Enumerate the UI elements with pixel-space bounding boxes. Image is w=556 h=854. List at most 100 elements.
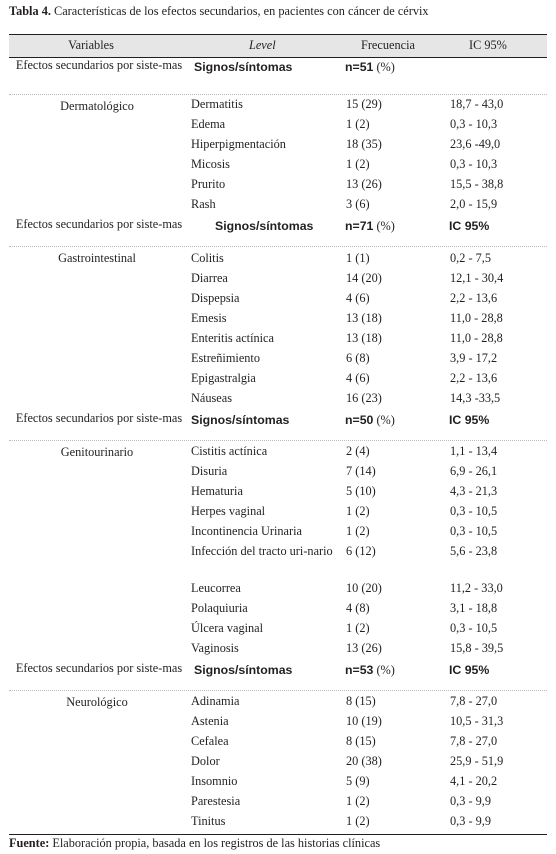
n-count: n=53 (%) xyxy=(345,663,395,678)
cell-frequency: 10 (19) xyxy=(346,714,382,728)
table-row: Enteritis actínica 13 (18) 11,0 - 28,8 xyxy=(9,331,547,351)
cell-symptom: Parestesia xyxy=(191,794,241,808)
section-body: Genitourinario Cistitis actínica 2 (4) 1,1 … xyxy=(9,440,547,661)
cell-ci: 0,3 - 10,3 xyxy=(450,157,498,171)
table-row: Estreñimiento 6 (8) 3,9 - 17,2 xyxy=(9,351,547,371)
cell-ci: 0,3 - 9,9 xyxy=(450,814,491,828)
cell-symptom: Estreñimiento xyxy=(191,351,260,365)
system-label: Genitourinario xyxy=(60,445,134,459)
cell-ci: 0,3 - 10,5 xyxy=(450,504,498,518)
cell-ci: 10,5 - 31,3 xyxy=(450,714,504,728)
system-label: Gastrointestinal xyxy=(58,251,136,265)
cell-ci: 14,3 -33,5 xyxy=(450,391,501,405)
cell-ci: 23,6 -49,0 xyxy=(450,137,501,151)
cell-symptom: Edema xyxy=(191,117,226,131)
section-label: Efectos secundarios por siste-mas xyxy=(15,411,183,425)
table-footer: Fuente: Elaboración propia, basada en lo… xyxy=(9,836,380,851)
ic-header: IC 95% xyxy=(449,413,490,427)
section-3: Efectos secundarios por siste-mas Signos/… xyxy=(9,661,547,834)
table-row: Hiperpigmentación 18 (35) 23,6 -49,0 xyxy=(9,137,547,157)
cell-frequency: 7 (14) xyxy=(346,464,376,478)
cell-frequency: 3 (6) xyxy=(346,197,370,211)
cell-ci: 7,8 - 27,0 xyxy=(450,734,498,748)
header-ic: IC 95% xyxy=(469,38,507,52)
table-row: Leucorrea 10 (20) 11,2 - 33,0 xyxy=(9,581,547,601)
caption-text: Características de los efectos secundari… xyxy=(50,4,429,18)
table-row: Diarrea 14 (20) 12,1 - 30,4 xyxy=(9,271,547,291)
cell-ci: 1,1 - 13,4 xyxy=(450,444,498,458)
section-body: Gastrointestinal Colitis 1 (1) 0,2 - 7,5 Dia… xyxy=(9,246,547,411)
cell-symptom: Rash xyxy=(191,197,216,211)
cell-frequency: 4 (8) xyxy=(346,601,370,615)
cell-symptom: Polaquiuria xyxy=(191,601,248,615)
system-label: Neurológico xyxy=(66,695,128,709)
cell-ci: 0,3 - 9,9 xyxy=(450,794,491,808)
cell-symptom: Incontinencia Urinaria xyxy=(191,524,302,538)
table-row: Emesis 13 (18) 11,0 - 28,8 xyxy=(9,311,547,331)
cell-symptom: Cistitis actínica xyxy=(191,444,268,458)
cell-frequency: 1 (2) xyxy=(346,157,370,171)
signos-label: Signos/síntomas xyxy=(191,413,290,427)
cell-frequency: 13 (18) xyxy=(346,311,382,325)
cell-ci: 15,5 - 38,8 xyxy=(450,177,504,191)
cell-frequency: 1 (2) xyxy=(346,504,370,518)
cell-frequency: 4 (6) xyxy=(346,371,370,385)
n-value: n=51 xyxy=(345,60,374,74)
section-header: Efectos secundarios por siste-mas Signos/… xyxy=(9,217,547,246)
cell-symptom: Cefalea xyxy=(191,734,229,748)
table-row: Hematuria 5 (10) 4,3 - 21,3 xyxy=(9,484,547,504)
n-count: n=50 (%) xyxy=(345,413,395,428)
cell-symptom: Infección del tracto uri-nario xyxy=(191,544,333,558)
table-row: Epigastralgia 4 (6) 2,2 - 13,6 xyxy=(9,371,547,391)
cell-frequency: 13 (26) xyxy=(346,177,382,191)
cell-symptom: Dispepsia xyxy=(191,291,240,305)
footer-text: Elaboración propia, basada en los regist… xyxy=(49,836,381,850)
system-label: Dermatológico xyxy=(60,99,134,113)
cell-ci: 3,9 - 17,2 xyxy=(450,351,498,365)
section-label: Efectos secundarios por siste-mas xyxy=(15,217,183,231)
table-row: Náuseas 16 (23) 14,3 -33,5 xyxy=(9,391,547,411)
n-pct: (%) xyxy=(373,413,395,427)
cell-symptom: Hematuria xyxy=(191,484,243,498)
cell-frequency: 18 (35) xyxy=(346,137,382,151)
section-label: Efectos secundarios por siste-mas xyxy=(15,58,183,72)
table-row: Dermatitis 15 (29) 18,7 - 43,0 xyxy=(9,97,547,117)
cell-symptom: Tinitus xyxy=(191,814,226,828)
cell-frequency: 15 (29) xyxy=(346,97,382,111)
cell-symptom: Hiperpigmentación xyxy=(191,137,286,151)
table-row: Micosis 1 (2) 0,3 - 10,3 xyxy=(9,157,547,177)
n-value: n=71 xyxy=(345,219,374,233)
table-row: Colitis 1 (1) 0,2 - 7,5 xyxy=(9,251,547,271)
section-body: Dermatológico Dermatitis 15 (29) 18,7 - 43,… xyxy=(9,94,547,217)
cell-frequency: 5 (9) xyxy=(346,774,370,788)
cell-ci: 4,3 - 21,3 xyxy=(450,484,498,498)
n-count: n=71 (%) xyxy=(345,219,395,234)
table-row: Dispepsia 4 (6) 2,2 - 13,6 xyxy=(9,291,547,311)
cell-ci: 15,8 - 39,5 xyxy=(450,641,504,655)
header-variables: Variables xyxy=(68,38,114,52)
section-0: Efectos secundarios por siste-mas Signos/… xyxy=(9,58,547,217)
cell-frequency: 13 (18) xyxy=(346,331,382,345)
table-row: Incontinencia Urinaria 1 (2) 0,3 - 10,5 xyxy=(9,524,547,544)
cell-symptom: Adinamia xyxy=(191,694,240,708)
cell-ci: 25,9 - 51,9 xyxy=(450,754,504,768)
section-header: Efectos secundarios por siste-mas Signos/… xyxy=(9,58,547,94)
table-row: Tinitus 1 (2) 0,3 - 9,9 xyxy=(9,814,547,834)
table-body: Efectos secundarios por siste-mas Signos/… xyxy=(9,58,547,835)
n-count: n=51 (%) xyxy=(345,60,395,75)
cell-frequency: 16 (23) xyxy=(346,391,382,405)
table-row: Parestesia 1 (2) 0,3 - 9,9 xyxy=(9,794,547,814)
cell-ci: 2,2 - 13,6 xyxy=(450,291,498,305)
n-pct: (%) xyxy=(373,60,395,74)
side-effects-table: Variables Level Frecuencia IC 95% Efecto… xyxy=(9,34,547,835)
signos-label: Signos/síntomas xyxy=(194,663,293,677)
cell-symptom: Náuseas xyxy=(191,391,232,405)
table-row: Vaginosis 13 (26) 15,8 - 39,5 xyxy=(9,641,547,661)
table-row: Edema 1 (2) 0,3 - 10,3 xyxy=(9,117,547,137)
cell-frequency: 4 (6) xyxy=(346,291,370,305)
cell-ci: 11,2 - 33,0 xyxy=(450,581,503,595)
table-row: Disuria 7 (14) 6,9 - 26,1 xyxy=(9,464,547,484)
cell-ci: 5,6 - 23,8 xyxy=(450,544,498,558)
cell-frequency: 1 (2) xyxy=(346,794,370,808)
cell-symptom: Astenia xyxy=(191,714,229,728)
